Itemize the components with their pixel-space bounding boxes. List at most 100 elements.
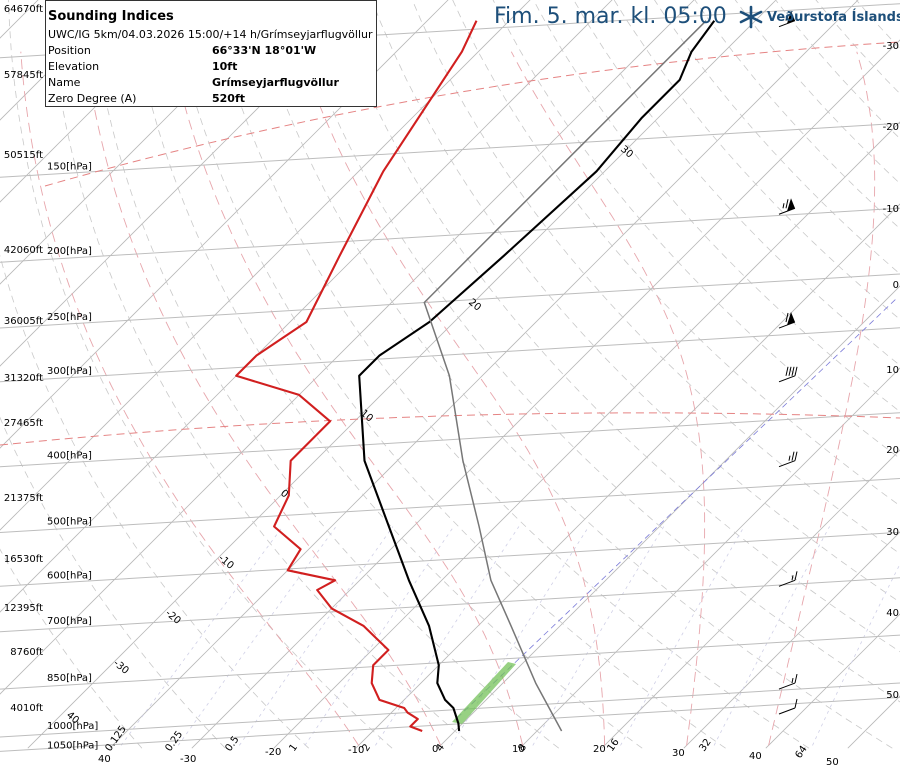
bottom-axis-tick-label: 1 (287, 742, 300, 754)
wind-barb-flag (794, 451, 798, 461)
isobar-line (0, 531, 900, 587)
reference_profile-line (423, 20, 707, 732)
wind-barb-pennant (787, 10, 795, 24)
mixing-ratio-line (812, 563, 900, 746)
wind-barb-flag (785, 312, 789, 323)
bottom-axis-tick-label: -30 (180, 754, 196, 765)
pressure-tick-label: 250[hPa] (47, 312, 92, 323)
pressure-tick-label: 500[hPa] (47, 517, 92, 528)
bottom-axis-tick-label: 0.25 (163, 729, 185, 754)
dry-adiabat-line (694, 0, 900, 230)
info-row-value: 66°33'N 18°01'W (212, 44, 317, 57)
wind-barb-flag (785, 199, 789, 209)
wind-barb-half-flag (782, 203, 785, 209)
bottom-axis-tick-label: 64 (793, 744, 809, 761)
isotherm-line (191, 39, 900, 749)
altitude-tick-label: 64670ft (4, 4, 43, 15)
isobar-line (0, 327, 900, 383)
mixing-ratio-line (713, 526, 830, 746)
tropopause-guide-line (44, 41, 900, 187)
brand-logo: Veðurstofa Íslands (738, 4, 900, 30)
bottom-axis-tick-label: 8 (516, 742, 529, 754)
dry-adiabat-line (492, 0, 900, 459)
wind-barb-staff (778, 460, 796, 468)
dry-adiabat-line (0, 548, 143, 749)
wind-barb-staff (778, 375, 796, 383)
isobar-line (0, 577, 900, 633)
surface-parcel-shade (452, 662, 516, 724)
altitude-tick-label: 21375ft (4, 493, 43, 504)
mixing-ratio-line (177, 526, 337, 746)
wind-barb-half-flag (791, 677, 794, 684)
info-row-value: Grímseyjarflugvöllur (212, 76, 339, 89)
isobar-line (0, 682, 900, 738)
isotherm-label: -30 (111, 658, 131, 677)
isotherm-line (683, 531, 900, 749)
dry-adiabat-line (88, 0, 560, 749)
profile-lines (235, 20, 716, 732)
wind-barb-flag (794, 366, 798, 376)
dry-adiabat-line (290, 0, 900, 703)
bottom-axis-tick-label: 40 (98, 754, 111, 765)
bottom-axis-tick-label: 20 (593, 744, 606, 755)
pressure-tick-label: 600[hPa] (47, 570, 92, 581)
right-axis-tick-label: -10 (883, 204, 899, 215)
isotherm-label: -20 (163, 608, 183, 627)
mixing-ratio-line (304, 526, 455, 746)
altitude-tick-label: 57845ft (4, 70, 43, 81)
altitude-tick-label: 27465ft (4, 418, 43, 429)
wind-barb-staff (778, 682, 796, 690)
reference-guide-line (0, 412, 900, 446)
dry-adiabat-line (129, 0, 643, 749)
mixing-ratio-line (620, 526, 745, 746)
wind-barb-half-flag (785, 15, 788, 21)
isotherm-line (0, 0, 613, 613)
dry-adiabat-line (855, 0, 900, 50)
bottom-axis-tick-label: 10 (512, 744, 525, 755)
right-axis-tick-label: 30 (886, 527, 899, 538)
bottom-axis-tick-label: 40 (749, 751, 762, 762)
altitude-tick-label: 31320ft (4, 373, 43, 384)
dry-adiabat-line (48, 0, 476, 749)
isotherm-line (0, 0, 367, 367)
pressure-tick-label: 200[hPa] (47, 246, 92, 257)
wind-barbs (778, 10, 798, 715)
dry-adiabat-line (573, 0, 900, 366)
bottom-axis-tick-label: 50 (826, 757, 839, 768)
pressure-tick-label: 700[hPa] (47, 616, 92, 627)
isobar-line (0, 634, 900, 690)
dry-adiabat-line (654, 0, 900, 275)
bottom-axis-tick-label: -20 (265, 747, 281, 758)
isotherm-line (519, 367, 900, 749)
valid-time-title: Fim. 5. mar. kl. 05:00 (494, 4, 727, 29)
isotherm-line (355, 203, 900, 749)
wind-barb-staff (778, 707, 796, 715)
isobar-line (0, 478, 900, 533)
brand-name: Veðurstofa Íslands (767, 9, 900, 25)
wind-barb-flag (794, 698, 798, 709)
wind-barb-flag (791, 451, 795, 461)
isobar-line (0, 207, 900, 263)
moist-adiabat-line (299, 51, 606, 746)
wind-barb-flag (794, 673, 798, 684)
moist-adiabat-line (170, 51, 524, 746)
isotherm-label: -10 (216, 553, 236, 572)
isobar-line (0, 412, 900, 468)
dry-adiabat-line (210, 0, 810, 749)
bottom-axis-tick-label: 4 (434, 742, 447, 754)
right-axis-tick-label: -30 (883, 41, 899, 52)
altitude-tick-label: 8760ft (10, 647, 43, 658)
bottom-axis-tick-label: -10 (348, 745, 364, 756)
dry-adiabat-line (613, 0, 900, 320)
wind-barb-pennant (787, 312, 795, 326)
altitude-tick-label: 4010ft (10, 703, 43, 714)
axis-labels: 64670ft 57845ft 50515ft 42060ft 36005ft 31320… (4, 4, 899, 768)
dry-adiabat-line (0, 254, 309, 749)
bottom-axis-tick-label: 16 (605, 737, 621, 754)
isotherm-line (273, 121, 900, 749)
pressure-tick-label: 1050[hPa] (47, 740, 98, 751)
wind-barb-pennant (787, 198, 795, 212)
wind-barb-flag (794, 571, 798, 581)
info-box-source: UWC/IG 5km/04.03.2026 15:00/+14 h/Grímse… (48, 28, 373, 41)
